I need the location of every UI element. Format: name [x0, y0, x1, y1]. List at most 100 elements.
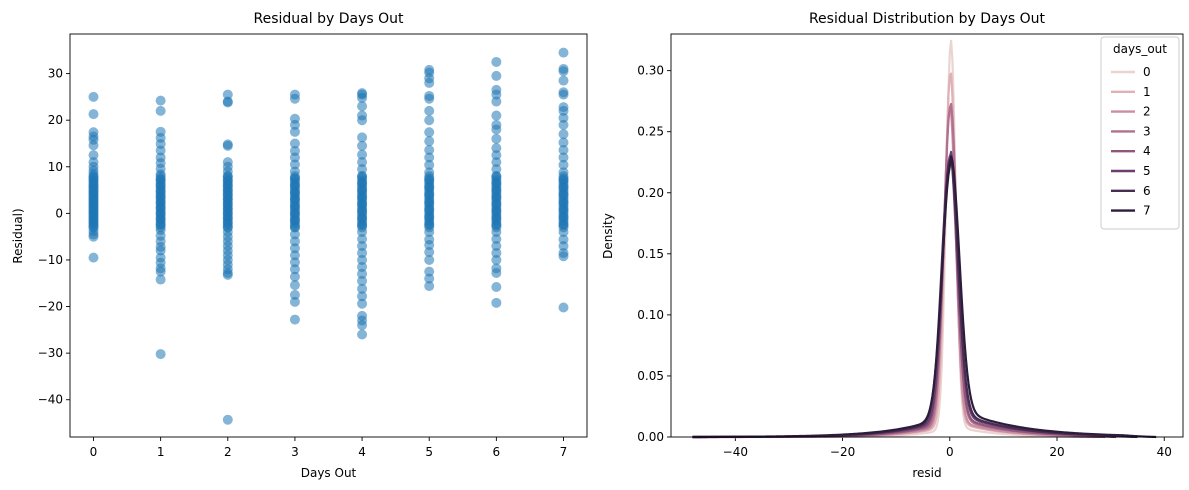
scatter-point	[289, 201, 300, 212]
scatter-point	[424, 93, 435, 104]
scatter-point	[88, 140, 99, 151]
kde-xtick-label: −40	[723, 445, 748, 459]
scatter-point	[289, 314, 300, 325]
scatter-point	[424, 189, 435, 200]
scatter-point	[491, 110, 502, 121]
scatter-ytick-label: 30	[48, 67, 63, 81]
scatter-point	[424, 167, 435, 178]
scatter-point	[357, 140, 368, 151]
scatter-xtick-label: 2	[224, 445, 232, 459]
scatter-point	[357, 101, 368, 112]
scatter-point	[424, 254, 435, 265]
kde-ytick-label: 0.30	[637, 64, 664, 78]
kde-panel: Residual Distribution by Days Out −40 −20…	[601, 11, 1184, 480]
scatter-point	[491, 268, 502, 279]
kde-xtick-label: −20	[830, 445, 855, 459]
scatter-ytick-label: −30	[38, 346, 63, 360]
scatter-point	[357, 247, 368, 258]
scatter-point	[491, 164, 502, 175]
kde-title: Residual Distribution by Days Out	[809, 11, 1046, 27]
scatter-point	[155, 274, 166, 285]
scatter-point	[491, 254, 502, 265]
kde-line-4	[692, 154, 1106, 439]
scatter-point	[491, 70, 502, 81]
scatter-point	[289, 119, 300, 130]
scatter-point	[289, 187, 300, 198]
scatter-point	[558, 174, 569, 185]
scatter-point	[289, 296, 300, 307]
scatter-point	[491, 227, 502, 238]
kde-ytick-label: 0.25	[637, 125, 664, 139]
scatter-point	[491, 213, 502, 224]
scatter-point	[424, 77, 435, 88]
scatter-point	[558, 240, 569, 251]
scatter-point	[558, 189, 569, 200]
scatter-point	[222, 97, 233, 108]
scatter-ytick-label: 0	[55, 206, 63, 220]
scatter-point	[155, 95, 166, 106]
legend-title: days_out	[1113, 42, 1167, 56]
scatter-point	[357, 320, 368, 331]
scatter-point	[558, 105, 569, 116]
scatter-point	[88, 109, 99, 120]
scatter-point	[289, 271, 300, 282]
scatter-ytick-label: −40	[38, 393, 63, 407]
scatter-ticks: 0 1 2 3 4 5 6 7 −40 −30 −20 −10 0 10 20 30	[38, 67, 568, 459]
scatter-point	[155, 245, 166, 256]
scatter-point	[491, 281, 502, 292]
scatter-point	[491, 178, 502, 189]
legend-label: 7	[1143, 204, 1151, 218]
scatter-points	[88, 47, 569, 425]
scatter-point	[558, 251, 569, 262]
scatter-point	[357, 268, 368, 279]
scatter-point	[491, 133, 502, 144]
kde-ytick-label: 0.05	[637, 369, 664, 383]
scatter-point	[491, 171, 502, 182]
scatter-point	[88, 231, 99, 242]
scatter-point	[155, 105, 166, 116]
scatter-axes-frame	[69, 33, 588, 438]
legend-label: 5	[1143, 164, 1151, 178]
kde-xlabel: resid	[912, 466, 941, 480]
scatter-point	[289, 229, 300, 240]
scatter-point	[357, 206, 368, 217]
scatter-point	[222, 140, 233, 151]
scatter-point	[491, 157, 502, 168]
scatter-point	[424, 227, 435, 238]
scatter-point	[357, 171, 368, 182]
kde-ylabel: Density	[601, 213, 615, 259]
scatter-point	[424, 212, 435, 223]
scatter-point	[558, 66, 569, 77]
kde-xtick-label: 40	[1157, 445, 1172, 459]
scatter-point	[424, 152, 435, 163]
scatter-point	[357, 329, 368, 340]
scatter-point	[289, 166, 300, 177]
scatter-point	[88, 252, 99, 263]
scatter-point	[289, 194, 300, 205]
scatter-point	[558, 112, 569, 123]
scatter-point	[357, 115, 368, 126]
scatter-xtick-label: 4	[358, 445, 366, 459]
scatter-xlabel: Days Out	[301, 466, 357, 480]
scatter-ytick-label: −10	[38, 253, 63, 267]
kde-lines	[692, 39, 1157, 439]
kde-axes-frame	[670, 33, 1184, 438]
legend-label: 4	[1143, 144, 1151, 158]
scatter-point	[558, 152, 569, 163]
scatter-point	[357, 213, 368, 224]
scatter-point	[289, 208, 300, 219]
scatter-point	[424, 145, 435, 156]
scatter-point	[357, 254, 368, 265]
scatter-point	[357, 283, 368, 294]
scatter-point	[357, 261, 368, 272]
scatter-panel: Residual by Days Out 0 1 2 3 4 5 6 7 −40 −30 −20 −1…	[11, 11, 588, 480]
legend-label: 2	[1143, 105, 1151, 119]
scatter-point	[491, 206, 502, 217]
scatter-point	[491, 96, 502, 107]
scatter-point	[155, 266, 166, 277]
scatter-point	[424, 197, 435, 208]
scatter-point	[424, 247, 435, 258]
kde-xtick-label: 20	[1049, 445, 1064, 459]
scatter-point	[424, 127, 435, 138]
